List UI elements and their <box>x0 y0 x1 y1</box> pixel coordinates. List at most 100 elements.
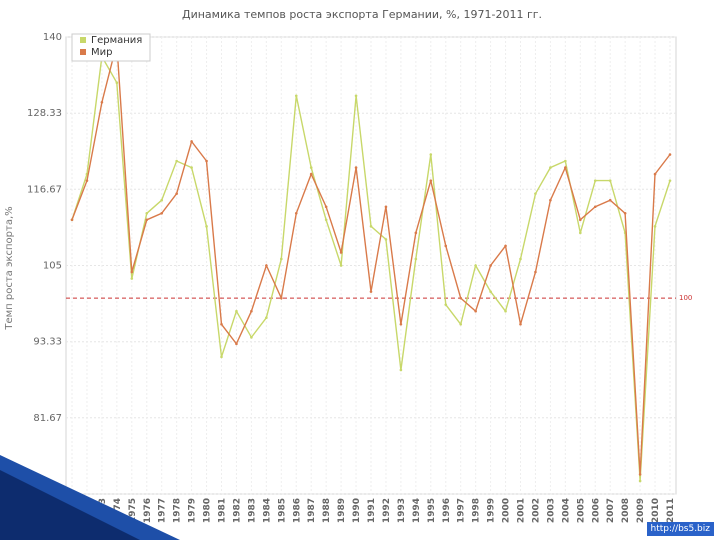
x-tick-label: 2011 <box>666 498 676 523</box>
data-point <box>145 211 149 215</box>
corner-decoration <box>0 455 180 540</box>
data-point <box>399 368 403 372</box>
x-tick-label: 2002 <box>531 498 541 523</box>
data-point <box>384 205 388 209</box>
y-tick-label: 105 <box>43 261 62 272</box>
data-point <box>593 205 597 209</box>
x-tick-label: 2005 <box>576 498 586 523</box>
data-point <box>384 238 388 241</box>
data-point <box>459 322 463 326</box>
legend-label-world: Мир <box>91 47 112 58</box>
data-point <box>399 322 403 326</box>
data-point <box>534 270 537 274</box>
data-point <box>369 290 373 293</box>
data-point <box>608 198 612 202</box>
x-tick-label: 1984 <box>262 498 272 523</box>
x-tick-label: 1982 <box>232 498 242 523</box>
data-point <box>474 309 477 313</box>
data-point <box>309 172 313 176</box>
data-point <box>444 244 448 248</box>
data-point <box>145 218 149 222</box>
x-tick-label: 2009 <box>636 498 646 523</box>
dark-swoosh-shape <box>0 470 140 540</box>
data-point <box>623 211 627 215</box>
data-point <box>519 322 522 326</box>
reference-line-label: 100 <box>679 294 692 302</box>
x-axis-ticks: 1971197219731974197519761977197819791980… <box>68 498 676 523</box>
data-point <box>190 166 193 169</box>
x-tick-label: 1981 <box>218 498 228 523</box>
data-point <box>429 153 433 156</box>
x-tick-label: 1977 <box>158 498 168 523</box>
data-point <box>220 355 223 359</box>
data-point <box>100 100 104 104</box>
data-point <box>265 316 268 320</box>
data-point <box>564 166 567 169</box>
data-point <box>354 166 358 169</box>
site-url-label: http://bs5.biz <box>646 522 714 536</box>
x-tick-label: 1974 <box>113 498 123 523</box>
data-point <box>85 179 89 182</box>
x-tick-label: 2003 <box>546 498 556 523</box>
data-point <box>489 290 492 293</box>
x-tick-label: 1999 <box>487 498 497 523</box>
data-point <box>175 159 178 163</box>
x-tick-label: 2006 <box>591 498 601 523</box>
data-point <box>653 172 657 176</box>
x-tick-label: 1994 <box>412 498 422 523</box>
data-point <box>250 336 253 339</box>
y-tick-label: 116.67 <box>27 184 62 195</box>
data-point <box>339 264 343 267</box>
data-point <box>444 303 448 306</box>
data-point <box>235 342 238 346</box>
data-point <box>205 225 208 228</box>
y-tick-label: 81.67 <box>33 413 62 424</box>
x-tick-label: 2001 <box>517 498 527 523</box>
data-point <box>369 225 373 228</box>
x-tick-label: 1979 <box>188 498 198 523</box>
x-tick-label: 1976 <box>143 498 153 523</box>
data-point <box>579 231 582 235</box>
data-point <box>160 198 163 202</box>
data-point <box>130 270 134 274</box>
data-point <box>160 211 163 215</box>
x-tick-label: 1983 <box>247 498 257 523</box>
x-tick-label: 1988 <box>322 498 332 523</box>
x-tick-label: 1989 <box>337 498 347 523</box>
legend: Германия Мир <box>71 33 151 62</box>
data-point <box>534 192 537 195</box>
data-point <box>414 257 418 261</box>
data-point <box>414 231 418 235</box>
data-point <box>309 166 313 169</box>
data-point <box>280 257 283 261</box>
x-tick-label: 1993 <box>397 498 407 523</box>
x-tick-label: 2004 <box>561 498 571 523</box>
data-point <box>638 473 642 476</box>
x-tick-label: 1990 <box>352 498 362 523</box>
data-point <box>324 205 328 209</box>
data-point <box>324 218 328 222</box>
y-tick-label: 93.33 <box>33 337 62 348</box>
legend-swatch-germany <box>80 37 86 43</box>
data-point <box>549 166 552 169</box>
grid-lines <box>66 36 676 495</box>
data-point <box>354 94 358 98</box>
x-tick-label: 2007 <box>606 498 616 523</box>
data-point <box>474 264 477 267</box>
chart-title: Динамика темпов роста экспорта Германии,… <box>182 8 542 21</box>
x-tick-label: 1978 <box>173 498 183 523</box>
data-point <box>280 296 283 300</box>
data-point <box>564 159 567 163</box>
data-point <box>668 153 672 156</box>
data-point <box>593 179 597 182</box>
x-tick-label: 1998 <box>472 498 482 523</box>
data-point <box>653 225 657 228</box>
x-tick-label: 1996 <box>442 498 452 523</box>
x-tick-label: 1997 <box>457 498 467 523</box>
x-tick-label: 1980 <box>203 498 213 523</box>
x-tick-label: 1975 <box>128 498 138 523</box>
x-tick-label: 1985 <box>277 498 287 523</box>
data-point <box>205 159 208 163</box>
reference-line-group: 100 <box>66 294 692 302</box>
